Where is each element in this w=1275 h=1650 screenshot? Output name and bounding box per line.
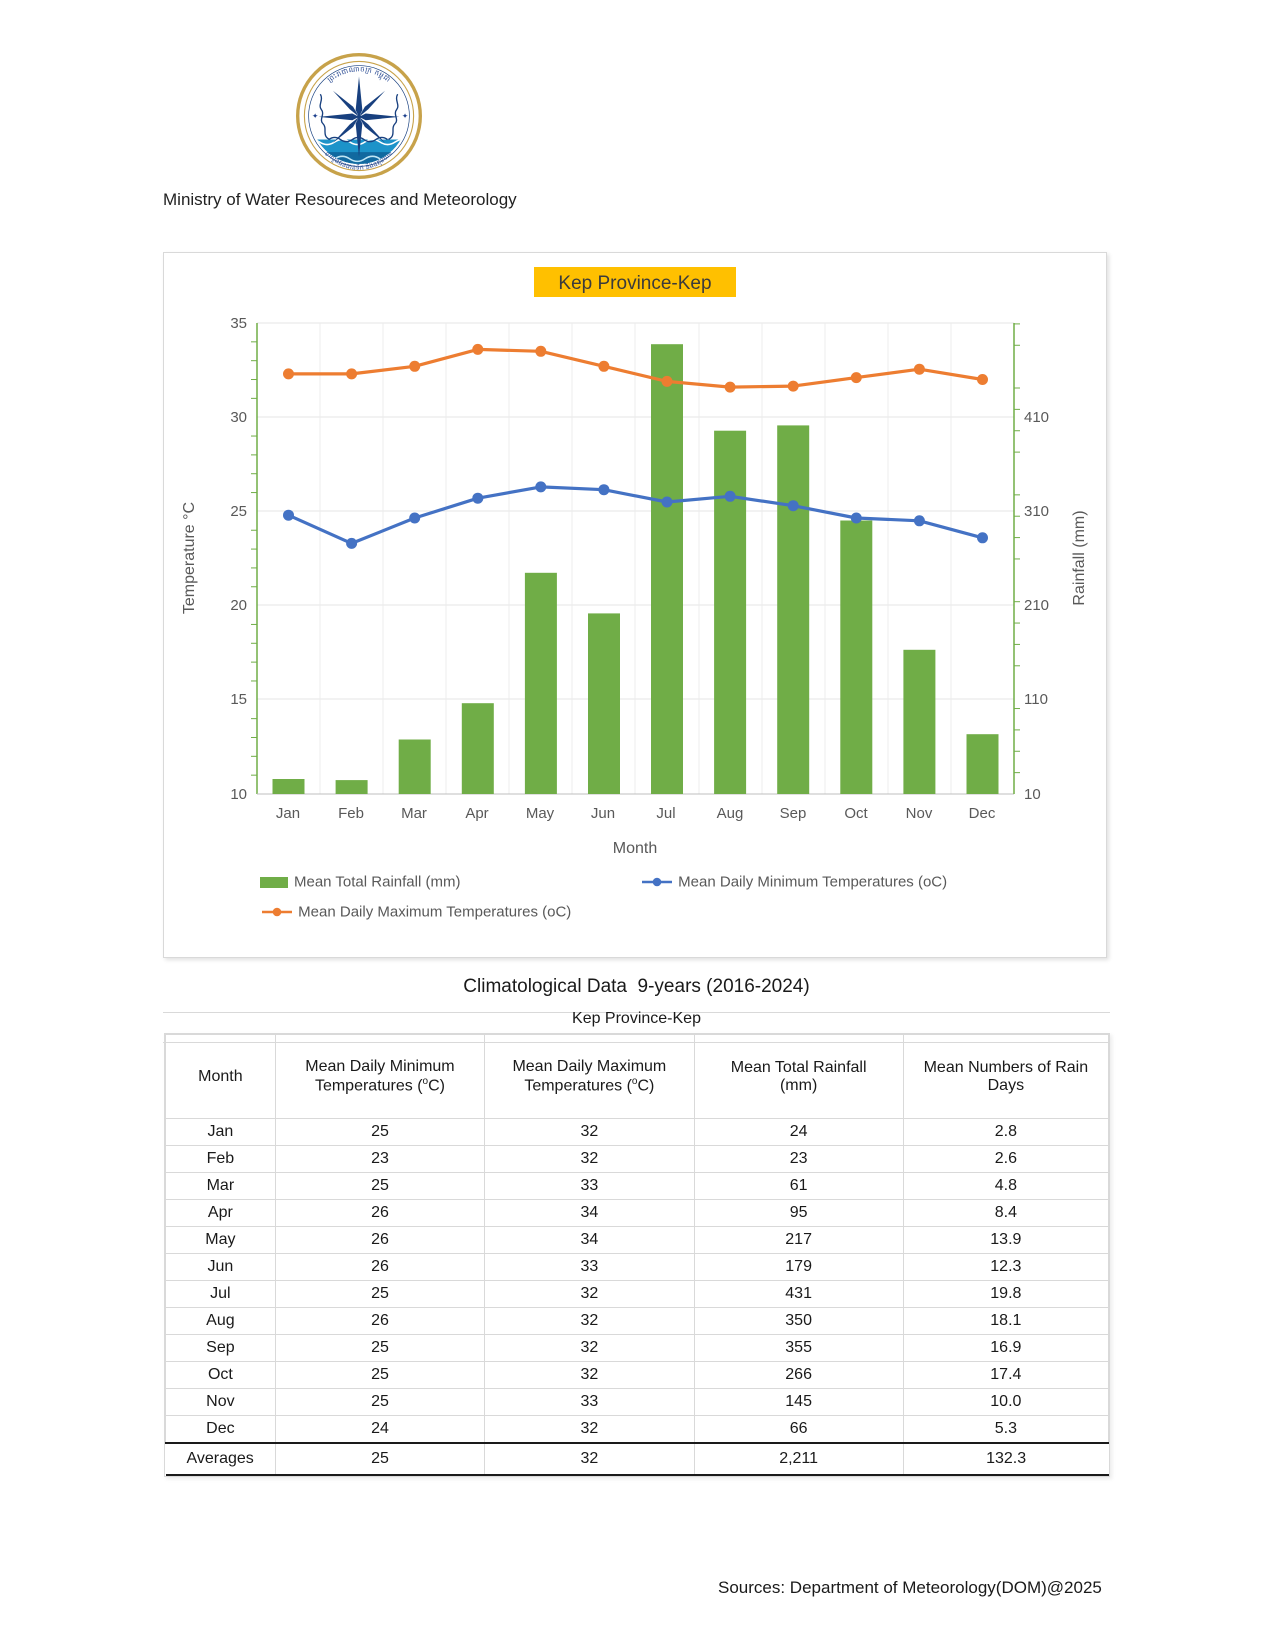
svg-text:Month: Month xyxy=(613,840,657,857)
svg-text:Jan: Jan xyxy=(276,805,300,822)
svg-text:Sep: Sep xyxy=(780,805,807,822)
svg-text:25: 25 xyxy=(230,503,247,520)
svg-text:20: 20 xyxy=(230,597,247,614)
svg-text:Nov: Nov xyxy=(906,805,933,822)
svg-text:Jul: Jul xyxy=(656,805,675,822)
svg-text:110: 110 xyxy=(1024,691,1048,708)
svg-text:✦: ✦ xyxy=(402,112,409,121)
svg-text:Mar: Mar xyxy=(401,805,427,822)
svg-text:10: 10 xyxy=(1024,786,1041,803)
svg-text:35: 35 xyxy=(230,315,247,332)
svg-text:Apr: Apr xyxy=(465,805,488,822)
svg-text:Aug: Aug xyxy=(717,805,744,822)
svg-text:Oct: Oct xyxy=(844,805,868,822)
svg-text:210: 210 xyxy=(1024,597,1049,614)
svg-text:15: 15 xyxy=(230,691,247,708)
svg-text:✦: ✦ xyxy=(312,112,319,121)
svg-text:Kep Province-Kep: Kep Province-Kep xyxy=(558,273,711,294)
svg-text:May: May xyxy=(526,805,555,822)
svg-text:10: 10 xyxy=(230,786,247,803)
svg-text:Dec: Dec xyxy=(969,805,996,822)
svg-text:410: 410 xyxy=(1024,409,1049,426)
svg-text:Rainfall (mm): Rainfall (mm) xyxy=(1071,510,1088,605)
svg-text:310: 310 xyxy=(1024,503,1049,520)
svg-text:Jun: Jun xyxy=(591,805,615,822)
svg-text:30: 30 xyxy=(230,409,247,426)
svg-text:Feb: Feb xyxy=(338,805,364,822)
svg-text:Temperature °C: Temperature °C xyxy=(181,502,198,614)
